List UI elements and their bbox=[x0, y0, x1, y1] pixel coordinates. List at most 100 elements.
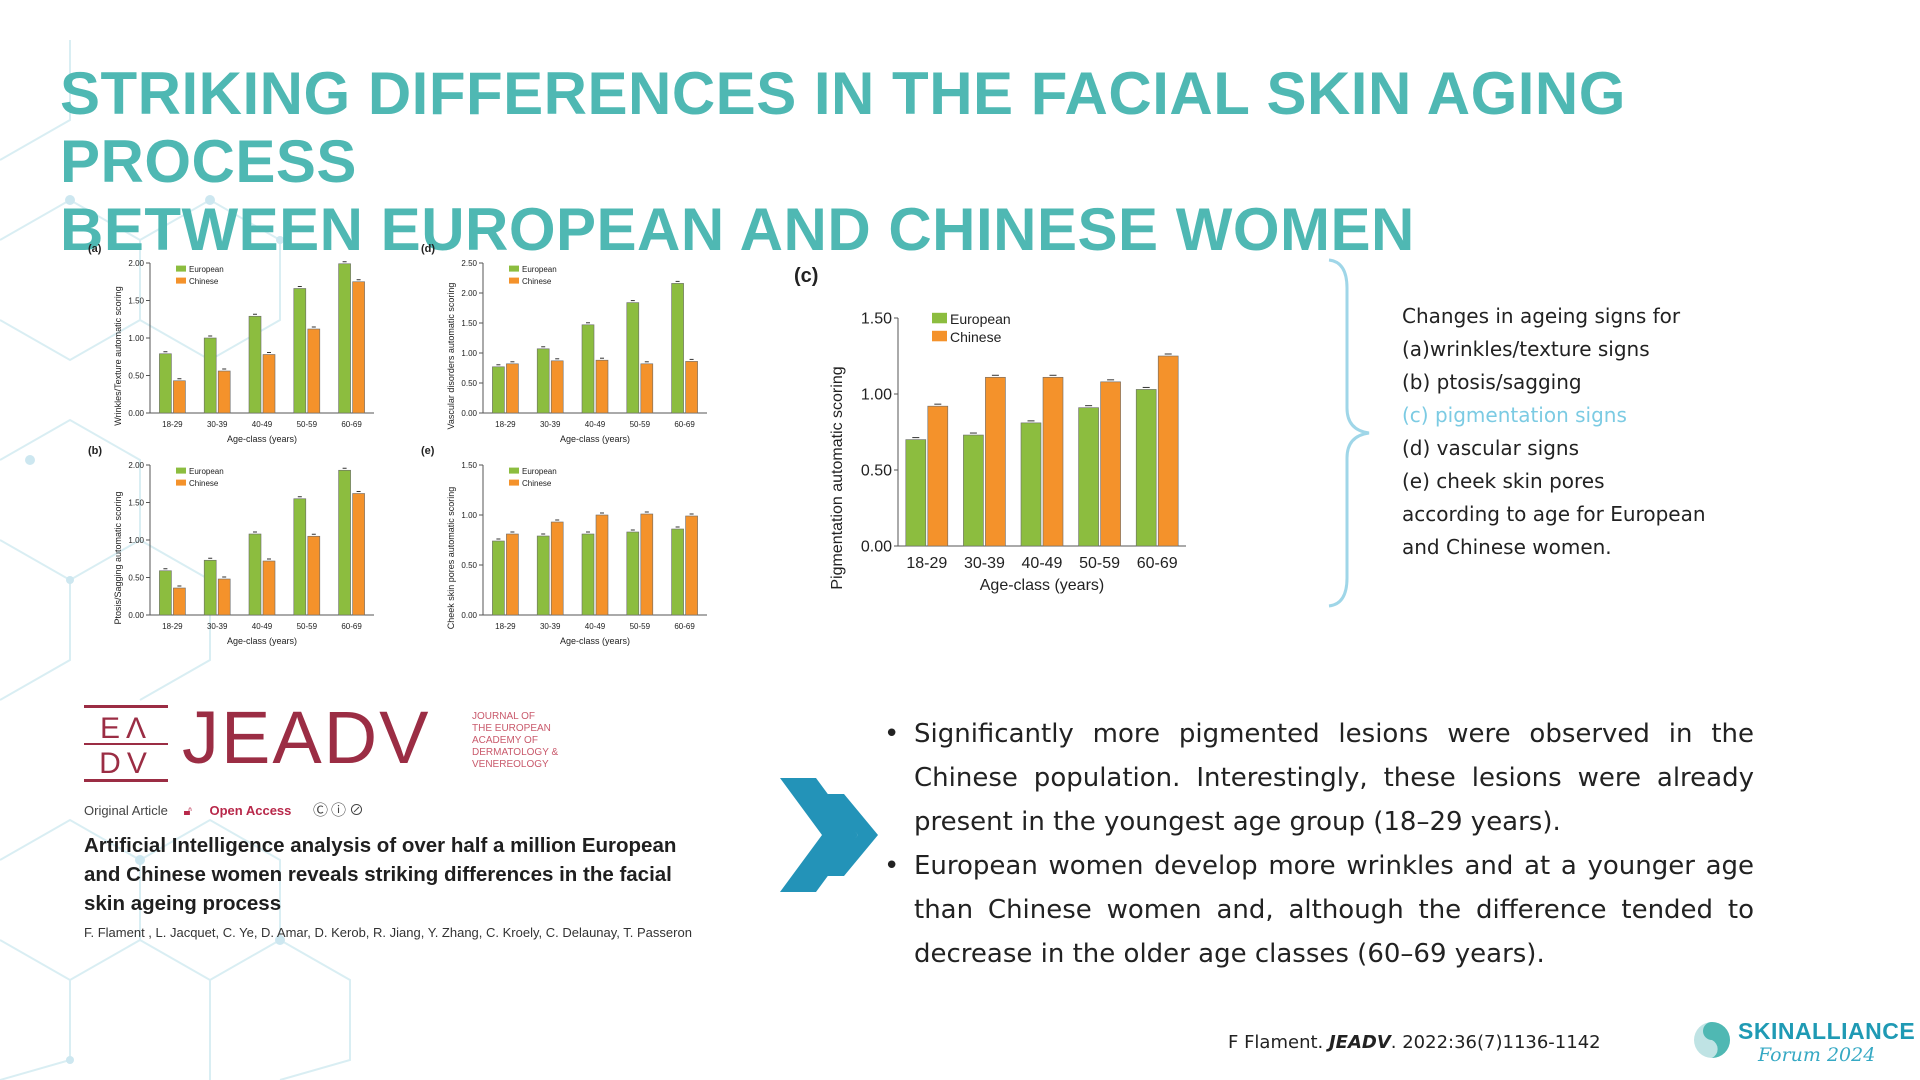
bar-chinese bbox=[550, 521, 564, 616]
cc-license-icon: Ⓒⓘ⊘ bbox=[313, 802, 368, 819]
bar-european bbox=[536, 348, 550, 414]
x-tick-label: 30-39 bbox=[207, 420, 228, 429]
bar-european bbox=[159, 353, 172, 414]
bar-chinese bbox=[173, 380, 186, 414]
y-tick-label: 1.00 bbox=[461, 349, 477, 358]
bar-european bbox=[1135, 389, 1157, 547]
bar-european bbox=[492, 540, 505, 616]
bar-european bbox=[492, 366, 505, 414]
brand-subtitle: Forum 2024 bbox=[1758, 1044, 1876, 1066]
y-tick-label: 1.50 bbox=[128, 296, 144, 305]
bar-chinese bbox=[262, 354, 276, 414]
y-tick-label: 1.50 bbox=[461, 319, 477, 328]
brand-swirl-icon bbox=[1694, 1022, 1730, 1058]
x-tick-label: 50-59 bbox=[630, 622, 651, 631]
journal-full-name-line: ACADEMY OF bbox=[472, 735, 538, 746]
x-tick-label: 40-49 bbox=[1022, 555, 1063, 572]
jeadv-logo: EΛ DV bbox=[84, 705, 168, 782]
chart-vascular-disorders: (d) Vascular disorders automatic scoring… bbox=[421, 243, 707, 444]
bar-chinese bbox=[217, 370, 231, 414]
bar-chinese bbox=[262, 560, 276, 616]
bar-european bbox=[581, 324, 595, 414]
chart-y-axis-label: Cheek skin pores automatic scoring bbox=[446, 487, 456, 630]
slide-title-line1: STRIKING DIFFERENCES IN THE FACIAL SKIN … bbox=[60, 60, 1626, 195]
x-tick-label: 60-69 bbox=[674, 622, 695, 631]
bar-european bbox=[159, 570, 172, 616]
y-tick-label: 1.50 bbox=[861, 311, 892, 328]
finding-bullet: European women develop more wrinkles and… bbox=[884, 844, 1754, 976]
bar-european bbox=[626, 302, 640, 414]
bar-european bbox=[338, 469, 351, 616]
bar-european bbox=[338, 263, 351, 414]
x-tick-label: 18-29 bbox=[495, 420, 516, 429]
legend-label: European bbox=[189, 265, 224, 274]
x-tick-label: 40-49 bbox=[585, 622, 606, 631]
y-tick-label: 0.50 bbox=[128, 371, 144, 380]
x-tick-label: 18-29 bbox=[162, 622, 183, 631]
bar-chinese bbox=[685, 361, 698, 414]
bar-chinese bbox=[352, 281, 365, 414]
legend-swatch-chinese bbox=[932, 330, 947, 342]
bar-chinese bbox=[307, 328, 321, 414]
x-tick-label: 30-39 bbox=[207, 622, 228, 631]
chart-ptosis-sagging: (b) Ptosis/Sagging automatic scoring 0.0… bbox=[88, 445, 374, 646]
bar-chinese bbox=[506, 533, 519, 616]
x-axis-label: Age-class (years) bbox=[560, 434, 630, 444]
bar-european bbox=[248, 315, 262, 414]
bar-european bbox=[905, 439, 927, 547]
y-tick-label: 0.50 bbox=[461, 561, 477, 570]
chart-panel-label: (c) bbox=[794, 265, 818, 287]
open-access-badge: Open Access bbox=[209, 803, 292, 818]
bar-chinese bbox=[550, 360, 564, 414]
caption-line: and Chinese women. bbox=[1402, 535, 1612, 559]
chart-y-axis-label: Vascular disorders automatic scoring bbox=[446, 283, 456, 430]
paper-title-line: and Chinese women reveals striking diffe… bbox=[84, 863, 672, 886]
x-axis-label: Age-class (years) bbox=[560, 636, 630, 646]
bar-european bbox=[581, 533, 595, 616]
caption-line-highlight: (c) pigmentation signs bbox=[1402, 403, 1627, 427]
legend-swatch-european bbox=[509, 265, 519, 272]
x-tick-label: 50-59 bbox=[630, 420, 651, 429]
paper-title: Artificial Intelligence analysis of over… bbox=[84, 831, 724, 918]
chart-y-axis-label: Pigmentation automatic scoring bbox=[829, 366, 846, 589]
x-tick-label: 60-69 bbox=[674, 420, 695, 429]
legend-swatch-chinese bbox=[509, 277, 519, 284]
bar-chinese bbox=[307, 535, 321, 616]
chart-y-axis-label: Ptosis/Sagging automatic scoring bbox=[113, 491, 123, 624]
chart-panel-label: (d) bbox=[421, 243, 435, 255]
y-tick-label: 1.50 bbox=[128, 498, 144, 507]
journal-name: JEADV bbox=[182, 696, 431, 779]
bar-european bbox=[671, 528, 684, 616]
chart-panel-label: (e) bbox=[421, 445, 435, 457]
y-tick-label: 0.00 bbox=[461, 611, 477, 620]
key-findings-list: Significantly more pigmented lesions wer… bbox=[884, 712, 1754, 976]
slide-title: STRIKING DIFFERENCES IN THE FACIAL SKIN … bbox=[60, 60, 1860, 264]
bar-chinese bbox=[685, 515, 698, 616]
caption-line: (b) ptosis/sagging bbox=[1402, 370, 1582, 394]
legend-label: European bbox=[950, 311, 1011, 327]
legend-label: Chinese bbox=[522, 277, 552, 286]
brand-name: SKINALLIANCE bbox=[1738, 1018, 1916, 1044]
skinalliance-logo: SKINALLIANCE Forum 2024 bbox=[1690, 1016, 1915, 1072]
bar-european bbox=[248, 533, 262, 616]
y-tick-label: 2.00 bbox=[128, 461, 144, 470]
legend-label: Chinese bbox=[189, 277, 219, 286]
x-axis-label: Age-class (years) bbox=[227, 434, 297, 444]
y-tick-label: 0.50 bbox=[861, 463, 892, 480]
svg-text:EΛ: EΛ bbox=[100, 712, 152, 745]
chart-pigmentation: (c) Pigmentation automatic scoring 0.00 0… bbox=[794, 265, 1186, 594]
y-tick-label: 1.00 bbox=[861, 387, 892, 404]
article-type: Original Article bbox=[84, 803, 168, 818]
double-chevron-icon bbox=[780, 778, 878, 892]
legend-label: European bbox=[189, 467, 224, 476]
chart-panel-label: (b) bbox=[88, 445, 102, 457]
x-tick-label: 30-39 bbox=[540, 622, 561, 631]
bar-chinese bbox=[173, 587, 186, 616]
bar-chinese bbox=[595, 359, 609, 414]
journal-full-name-line: THE EUROPEAN bbox=[472, 723, 551, 734]
legend-label: European bbox=[522, 265, 557, 274]
bar-european bbox=[536, 535, 550, 616]
legend-swatch-european bbox=[176, 467, 186, 474]
caption-line: (a)wrinkles/texture signs bbox=[1402, 337, 1650, 361]
y-tick-label: 0.00 bbox=[861, 539, 892, 556]
